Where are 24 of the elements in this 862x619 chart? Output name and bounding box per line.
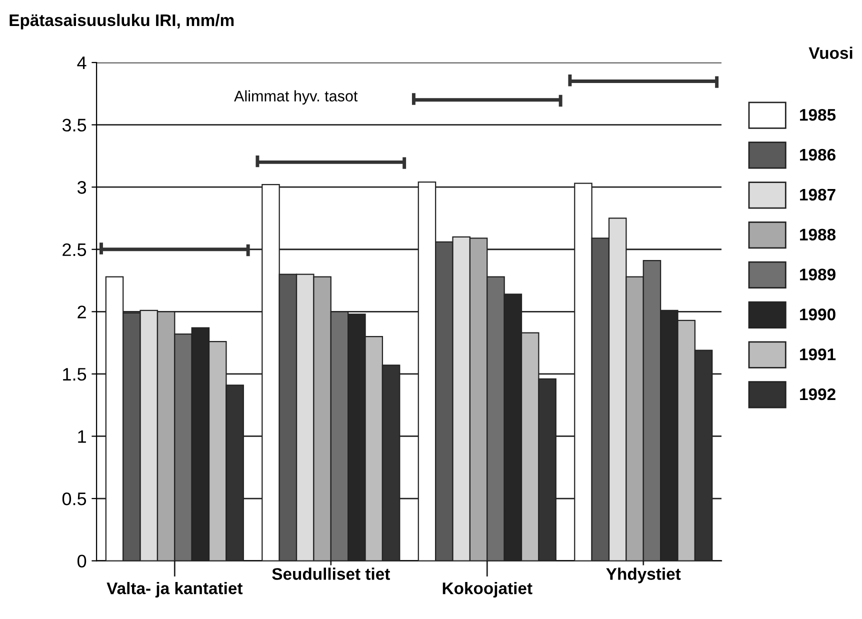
y-tick-label: 0 [77, 554, 86, 568]
y-tick-label: 3.5 [62, 118, 86, 132]
y-tick-label: 1 [78, 430, 86, 443]
y-tick-label: 3 [77, 181, 86, 194]
y-tick-label: 2 [78, 306, 86, 318]
legend-label: 1987 [800, 188, 836, 201]
y-axis-title: Epätasaisuusluku IRI, mm/m [10, 14, 234, 30]
legend-label: 1992 [800, 388, 836, 400]
x-tick-label: Kokoojatiet [442, 582, 532, 598]
legend-label: 1988 [800, 228, 836, 241]
y-tick-label: 2.5 [62, 243, 86, 256]
legend-title: Vuosi [808, 46, 852, 59]
y-tick-label: 0.5 [62, 492, 86, 506]
legend-label: 1986 [800, 148, 836, 161]
x-tick-label: Seudulliset tiet [272, 568, 390, 580]
legend-label: 1989 [800, 268, 836, 280]
y-tick-label: 1.5 [63, 368, 86, 381]
legend-label: 1985 [800, 108, 836, 121]
y-tick-label: 4 [77, 56, 86, 70]
legend-label: 1990 [800, 308, 836, 320]
x-tick-label: Yhdystiet [606, 568, 681, 584]
x-tick-label: Valta- ja kantatiet [106, 582, 243, 598]
legend-label: 1991 [800, 348, 836, 360]
annotation: Alimmat hyv. tasot [234, 90, 358, 105]
